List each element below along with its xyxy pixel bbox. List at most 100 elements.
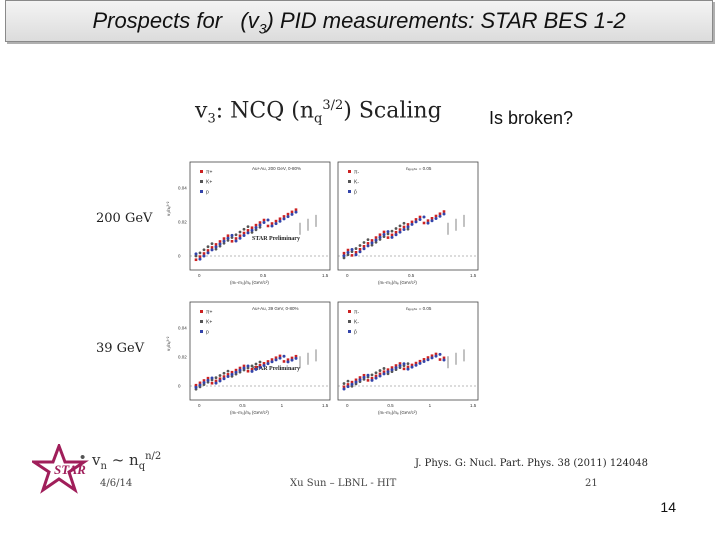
y-tick-label: 0.02	[178, 355, 187, 360]
data-point-proton	[258, 365, 262, 369]
data-point-proton	[342, 387, 346, 391]
data-point-pion	[378, 372, 382, 376]
data-point-proton	[246, 231, 250, 235]
data-point-kaon	[238, 230, 242, 234]
legend-label: π-	[354, 170, 359, 176]
legend-marker	[348, 320, 351, 323]
data-point-proton	[214, 381, 218, 385]
data-point-pion	[434, 214, 438, 218]
x-axis-label: (mₜ-m₀)/nₑ (GeV/c²)	[230, 280, 269, 285]
panel-frame	[189, 301, 331, 401]
star-logo-text: STAR	[54, 462, 86, 477]
data-point-proton	[282, 217, 286, 221]
data-point-proton	[438, 214, 442, 218]
data-point-kaon	[222, 371, 226, 375]
data-point-kaon	[194, 254, 198, 258]
data-point-proton	[234, 239, 238, 243]
data-point-proton	[210, 248, 214, 252]
y-tick-label: 0.04	[178, 186, 187, 191]
data-point-pion	[414, 218, 418, 221]
data-point-proton	[286, 360, 290, 364]
data-point-pion	[230, 370, 234, 374]
x-tick-label: 0	[198, 273, 201, 278]
data-point-pion	[250, 226, 254, 230]
x-tick-label: 0	[198, 403, 201, 408]
data-point-pion	[242, 231, 246, 235]
data-point-kaon	[250, 230, 254, 234]
data-point-proton	[442, 358, 446, 362]
data-point-pion	[278, 354, 282, 358]
data-point-proton	[378, 235, 382, 239]
data-point-proton	[202, 381, 206, 385]
data-point-pion	[418, 359, 422, 363]
data-point-pion	[274, 219, 278, 223]
data-point-kaon	[366, 238, 370, 242]
data-point-pion	[442, 210, 446, 213]
data-point-proton	[342, 254, 346, 258]
data-point-pion	[214, 243, 218, 246]
data-point-proton	[370, 241, 374, 245]
legend-label: π+	[206, 170, 212, 176]
data-point-pion	[206, 376, 210, 380]
data-point-proton	[386, 230, 390, 234]
data-point-pion	[258, 363, 262, 367]
data-point-proton	[434, 354, 438, 358]
data-point-pion	[398, 362, 402, 365]
data-point-pion	[378, 233, 382, 237]
data-point-proton	[194, 252, 198, 256]
data-point-pion	[358, 247, 362, 251]
data-point-proton	[198, 257, 202, 261]
data-point-proton	[210, 376, 214, 380]
data-point-kaon	[398, 224, 402, 228]
data-point-kaon	[346, 253, 350, 257]
data-point-pion	[398, 228, 402, 231]
data-point-pion	[370, 239, 374, 242]
data-point-proton	[242, 366, 246, 370]
data-point-proton	[418, 217, 422, 221]
scaling-formula: vn ~ nqn/2	[92, 451, 162, 472]
legend-label: p̄	[354, 330, 357, 336]
data-point-pion	[222, 375, 226, 378]
data-point-proton	[242, 234, 246, 238]
x-tick-label: 1.5	[470, 403, 477, 408]
data-point-proton	[226, 236, 230, 240]
data-point-pion	[194, 258, 198, 262]
legend-label: π+	[206, 310, 212, 316]
data-point-pion	[282, 360, 286, 363]
data-point-pion	[342, 385, 346, 389]
legend-marker	[348, 170, 351, 173]
panel-header: nₑₚₑₙₖ = 0.05	[406, 166, 432, 171]
star-logo-star-icon	[32, 444, 89, 494]
x-tick-label: 1.5	[322, 273, 329, 278]
data-point-kaon	[354, 247, 358, 250]
legend-marker	[200, 310, 203, 313]
x-tick-label: 1	[281, 403, 284, 408]
data-point-pion	[430, 216, 434, 220]
legend-marker	[200, 320, 203, 323]
data-point-pion	[394, 230, 398, 234]
data-point-pion	[218, 240, 222, 243]
page-number: 14	[660, 499, 676, 515]
data-point-pion	[270, 358, 274, 361]
data-point-proton	[218, 242, 222, 246]
data-point-proton	[358, 378, 362, 382]
data-point-kaon	[402, 221, 406, 225]
data-point-kaon	[206, 245, 210, 249]
data-point-kaon	[222, 241, 226, 245]
data-point-proton	[230, 372, 234, 376]
question-note: Is broken?	[489, 108, 574, 128]
data-point-proton	[354, 380, 358, 384]
data-point-proton	[286, 215, 290, 219]
x-tick-label: 0	[346, 273, 349, 278]
data-point-pion	[290, 356, 294, 360]
legend-marker	[348, 190, 351, 193]
data-point-proton	[246, 364, 250, 368]
data-point-proton	[294, 356, 298, 360]
data-point-pion	[350, 380, 354, 384]
data-point-proton	[406, 225, 410, 229]
data-point-pion	[274, 356, 278, 360]
data-point-pion	[294, 354, 298, 358]
data-point-proton	[278, 219, 282, 223]
data-point-proton	[346, 251, 350, 255]
v3-ncq-plot-grid: Au+Au, 200 GeV, 0-80% π+ K+ p STAR Prelimina…	[166, 161, 479, 415]
